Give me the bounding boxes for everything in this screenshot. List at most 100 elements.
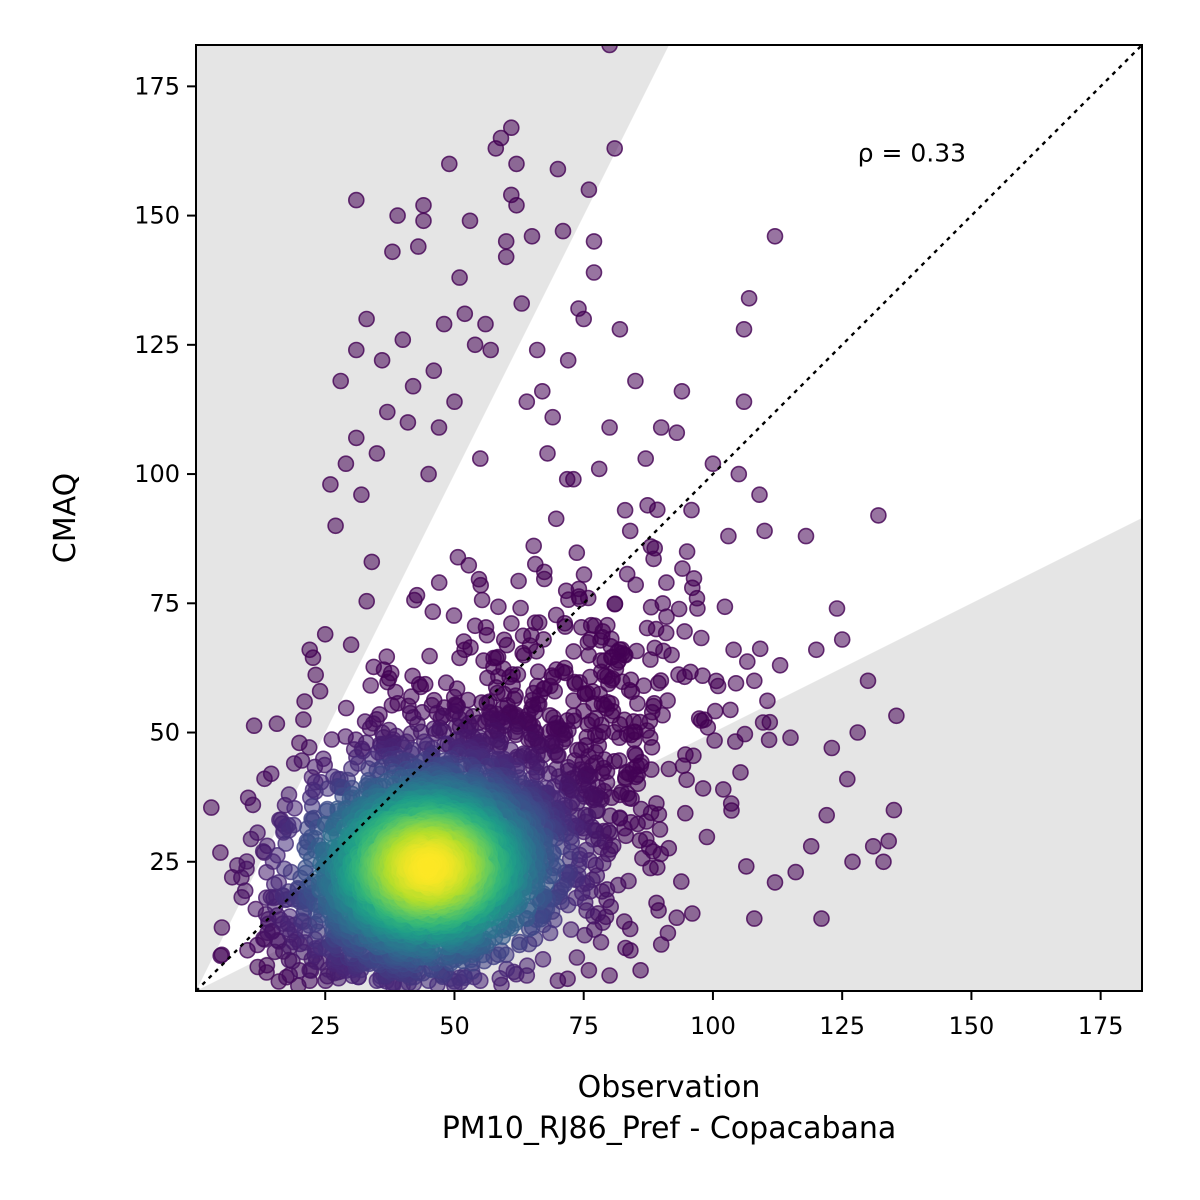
- y-axis-ticks: 25 50 75 100 125 150 175: [134, 72, 196, 876]
- y-tick-label: 100: [134, 460, 180, 488]
- scatter-point: [445, 607, 463, 624]
- scatter-point: [420, 858, 437, 875]
- scatter-point: [875, 853, 892, 871]
- scatter-point: [880, 832, 898, 850]
- scatter-point: [502, 119, 520, 136]
- scatter-point: [535, 570, 553, 588]
- scatter-point: [616, 501, 634, 519]
- scatter-point: [498, 636, 516, 654]
- y-axis-label: CMAQ: [48, 473, 83, 563]
- scatter-point: [482, 341, 500, 359]
- scatter-point: [435, 315, 453, 333]
- scatter-point: [497, 248, 515, 266]
- scatter-point: [363, 553, 381, 571]
- scatter-point: [692, 629, 710, 647]
- scatter-point: [498, 960, 516, 978]
- scatter-point: [771, 656, 789, 674]
- scatter-point: [621, 522, 639, 540]
- scatter-point: [347, 341, 365, 359]
- scatter-point: [460, 556, 478, 574]
- scatter-point: [754, 714, 772, 731]
- scatter-point: [362, 677, 380, 694]
- scatter-point: [629, 695, 646, 712]
- scatter-point: [236, 882, 254, 900]
- scatter-point: [849, 724, 867, 741]
- scatter-point: [649, 674, 667, 692]
- scatter-point: [716, 598, 734, 616]
- scatter-point: [678, 543, 696, 560]
- scatter-point: [735, 320, 753, 338]
- scatter-point: [332, 372, 350, 390]
- scatter-point: [421, 647, 438, 665]
- scatter-point: [615, 913, 633, 930]
- scatter-point: [766, 228, 784, 245]
- scatter-point: [690, 710, 708, 727]
- scatter-point: [611, 729, 628, 747]
- scatter-point: [471, 450, 489, 467]
- scatter-point: [560, 591, 577, 609]
- scatter-point: [766, 874, 784, 891]
- scatter-point: [638, 619, 656, 637]
- scatter-point: [885, 801, 903, 819]
- scatter-point: [673, 382, 691, 400]
- scatter-point: [838, 770, 856, 788]
- scatter-point: [554, 222, 572, 240]
- scatter-point: [477, 315, 494, 333]
- x-tick-label: 75: [568, 1012, 599, 1040]
- scatter-point: [606, 140, 624, 157]
- scatter-point: [383, 696, 401, 714]
- scatter-point: [307, 666, 325, 684]
- scatter-point: [864, 837, 882, 855]
- scatter-point: [745, 910, 763, 927]
- scatter-point: [508, 155, 525, 173]
- scatter-point: [787, 863, 805, 881]
- x-tick-label: 25: [310, 1012, 341, 1040]
- scatter-point: [487, 140, 505, 157]
- scatter-point: [427, 724, 444, 742]
- scatter-point: [556, 618, 574, 635]
- correlation-annotation: ρ = 0.33: [858, 139, 966, 168]
- scatter-point: [870, 507, 887, 524]
- x-tick-label: 50: [439, 1012, 470, 1040]
- scatter-point: [643, 738, 661, 756]
- scatter-point: [668, 909, 686, 927]
- x-tick-label: 175: [1078, 1012, 1124, 1040]
- scatter-point: [358, 310, 375, 328]
- scatter-point: [559, 351, 577, 369]
- scatter-point: [726, 733, 744, 750]
- scatter-point: [674, 560, 691, 577]
- scatter-point: [632, 961, 649, 979]
- scatter-point: [449, 548, 467, 566]
- scatter-point: [611, 320, 629, 338]
- scatter-point: [473, 591, 491, 609]
- scatter-point: [296, 693, 313, 710]
- scatter-point: [727, 674, 745, 692]
- scatter-point: [258, 837, 276, 855]
- scatter-point: [698, 828, 716, 846]
- scatter-point: [212, 844, 229, 861]
- scatter-point: [759, 692, 776, 710]
- x-axis-ticks: 25 50 75 100 125 150 175: [310, 991, 1124, 1040]
- scatter-point: [760, 731, 778, 749]
- scatter-point: [311, 682, 329, 700]
- scatter-point: [735, 393, 753, 411]
- scatter-point: [652, 419, 670, 436]
- x-tick-label: 100: [690, 1012, 736, 1040]
- scatter-point: [888, 707, 905, 725]
- upper-shaded-region: [196, 45, 669, 991]
- scatter-point: [409, 238, 427, 255]
- scatter-point: [631, 832, 649, 849]
- scatter-point: [425, 362, 443, 380]
- scatter-point: [245, 717, 263, 735]
- scatter-point: [535, 631, 552, 648]
- scatter-point: [756, 522, 773, 540]
- scatter-point: [751, 486, 768, 504]
- scatter-point: [316, 756, 334, 774]
- scatter-point: [648, 501, 666, 519]
- scatter-point: [725, 641, 742, 659]
- scatter-point: [651, 821, 669, 838]
- scatter-point: [558, 470, 576, 488]
- scatter-points: [203, 45, 905, 991]
- scatter-point: [637, 450, 655, 467]
